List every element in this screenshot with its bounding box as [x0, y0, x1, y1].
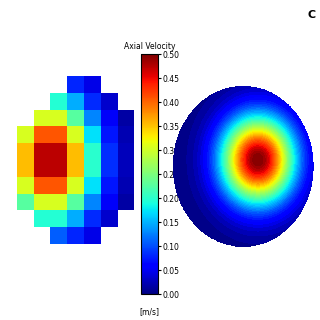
Bar	[84, 109, 101, 126]
Bar	[34, 126, 51, 143]
Bar	[84, 93, 101, 109]
Bar	[101, 211, 118, 227]
Bar	[84, 76, 101, 93]
Bar	[101, 177, 118, 194]
Bar	[51, 126, 67, 143]
Bar	[67, 227, 84, 244]
Title: Axial Velocity: Axial Velocity	[124, 42, 175, 51]
Bar	[17, 126, 34, 143]
Bar	[51, 177, 67, 194]
Bar	[101, 143, 118, 160]
Bar	[51, 227, 67, 244]
Bar	[34, 194, 51, 211]
Bar	[17, 143, 34, 160]
Bar	[101, 194, 118, 211]
Bar	[84, 227, 101, 244]
Bar	[67, 76, 84, 93]
Bar	[67, 177, 84, 194]
Bar	[101, 160, 118, 177]
Bar	[34, 109, 51, 126]
Bar	[34, 143, 51, 160]
Bar	[67, 194, 84, 211]
Bar	[84, 194, 101, 211]
Text: [m/s]: [m/s]	[140, 308, 160, 316]
Bar	[84, 143, 101, 160]
Bar	[84, 177, 101, 194]
Bar	[34, 177, 51, 194]
Bar	[101, 109, 118, 126]
Bar	[84, 211, 101, 227]
Bar	[118, 194, 134, 211]
Bar	[101, 93, 118, 109]
Bar	[67, 211, 84, 227]
Bar	[34, 211, 51, 227]
Bar	[101, 126, 118, 143]
Bar	[118, 143, 134, 160]
Bar	[67, 160, 84, 177]
Bar	[118, 109, 134, 126]
Bar	[51, 160, 67, 177]
Text: C: C	[307, 10, 315, 20]
Bar	[17, 160, 34, 177]
Bar	[17, 177, 34, 194]
Bar	[17, 194, 34, 211]
Bar	[51, 109, 67, 126]
Bar	[84, 160, 101, 177]
Bar	[118, 126, 134, 143]
Bar	[67, 126, 84, 143]
Bar	[67, 93, 84, 109]
Bar	[34, 160, 51, 177]
Bar	[118, 160, 134, 177]
Bar	[51, 211, 67, 227]
Bar	[118, 177, 134, 194]
Bar	[51, 194, 67, 211]
Bar	[84, 126, 101, 143]
Bar	[67, 109, 84, 126]
Bar	[67, 143, 84, 160]
Bar	[51, 93, 67, 109]
Bar	[51, 143, 67, 160]
